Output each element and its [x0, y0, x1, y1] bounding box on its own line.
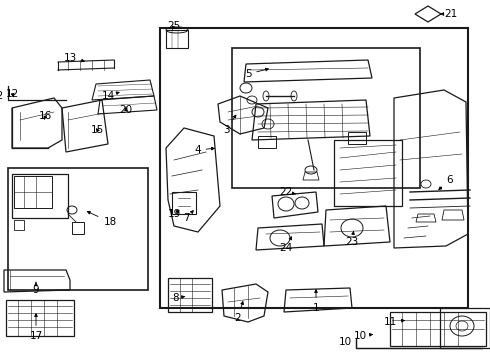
- Text: 10: 10: [353, 331, 372, 341]
- Text: 20: 20: [120, 105, 133, 115]
- Text: 19: 19: [168, 209, 181, 219]
- Bar: [160, 28, 468, 308]
- Text: 13: 13: [63, 53, 84, 63]
- Bar: [8, 168, 148, 290]
- Bar: [14, 220, 24, 230]
- Text: 15: 15: [91, 125, 104, 135]
- Text: 1: 1: [313, 290, 319, 313]
- Text: 8: 8: [172, 293, 185, 303]
- Bar: [12, 174, 68, 218]
- Text: 11: 11: [383, 317, 404, 327]
- Text: 24: 24: [279, 237, 293, 253]
- Bar: [6, 300, 74, 336]
- Bar: [232, 48, 420, 188]
- Text: 14: 14: [101, 91, 119, 101]
- Text: 18: 18: [87, 211, 117, 227]
- Text: 23: 23: [345, 231, 359, 247]
- Text: 4: 4: [194, 145, 214, 155]
- Bar: [172, 192, 196, 214]
- Text: 17: 17: [29, 314, 43, 341]
- Bar: [166, 30, 188, 48]
- Bar: [168, 278, 212, 312]
- Text: 16: 16: [39, 111, 52, 121]
- Text: 12: 12: [0, 91, 4, 101]
- Bar: [72, 222, 84, 234]
- Bar: [14, 176, 52, 208]
- Text: 2: 2: [235, 302, 244, 323]
- Bar: [334, 140, 402, 206]
- Text: 25: 25: [168, 21, 181, 31]
- Text: 21: 21: [441, 9, 457, 19]
- Text: 12: 12: [6, 89, 19, 99]
- Text: 22: 22: [279, 187, 295, 197]
- Text: 9: 9: [33, 282, 39, 295]
- Text: 5: 5: [245, 68, 269, 79]
- Bar: [440, 308, 490, 348]
- Text: 7: 7: [183, 211, 194, 223]
- Bar: [390, 312, 486, 346]
- Text: 10: 10: [339, 337, 352, 347]
- Text: 6: 6: [439, 175, 453, 190]
- Text: 3: 3: [222, 115, 236, 135]
